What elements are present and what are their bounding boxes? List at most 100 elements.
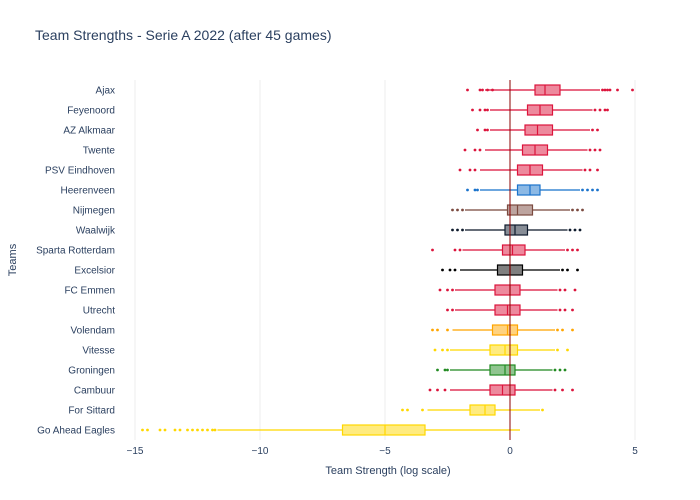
outlier-point xyxy=(561,268,564,272)
outlier-point xyxy=(441,348,444,352)
chart-title: Team Strengths - Serie A 2022 (after 45 … xyxy=(35,27,332,43)
y-tick-label: Heerenveen xyxy=(61,186,115,197)
outlier-point xyxy=(448,268,452,272)
outlier-point xyxy=(173,428,177,432)
outlier-point xyxy=(451,228,454,232)
outlier-point xyxy=(446,368,449,372)
outlier-point xyxy=(458,248,462,252)
outlier-point xyxy=(601,88,604,92)
outlier-point xyxy=(206,428,209,432)
box xyxy=(504,224,529,236)
y-tick-label: For Sittard xyxy=(68,406,115,417)
outlier-point xyxy=(473,148,477,152)
outlier-point xyxy=(576,208,579,212)
outlier-point xyxy=(558,288,562,292)
y-tick-label: Nijmegen xyxy=(73,206,115,217)
outlier-point xyxy=(608,88,612,92)
y-tick-label: Groningen xyxy=(68,366,115,377)
outlier-point xyxy=(598,108,602,112)
outlier-point xyxy=(566,268,569,272)
outlier-point xyxy=(558,308,562,312)
outlier-point xyxy=(593,108,597,112)
y-tick-label: Go Ahead Eagles xyxy=(37,426,115,437)
outlier-point xyxy=(563,308,567,312)
outlier-point xyxy=(563,368,567,372)
outlier-point xyxy=(571,248,574,252)
outlier-point xyxy=(596,128,599,132)
outlier-point xyxy=(578,228,582,232)
outlier-point xyxy=(441,268,444,272)
outlier-point xyxy=(576,248,579,252)
outlier-point xyxy=(568,228,572,232)
outlier-point xyxy=(558,368,562,372)
outlier-point xyxy=(213,428,217,432)
y-tick-label: Excelsior xyxy=(74,266,115,277)
outlier-point xyxy=(436,388,439,392)
outlier-point xyxy=(456,208,459,212)
x-tick-label: 5 xyxy=(632,446,638,457)
outlier-point xyxy=(553,388,557,392)
y-tick-label: Sparta Rotterdam xyxy=(36,246,115,257)
x-tick-label: −5 xyxy=(379,446,391,457)
outlier-point xyxy=(603,108,607,112)
outlier-point xyxy=(466,88,469,92)
outlier-point xyxy=(446,348,449,352)
y-tick-label: Volendam xyxy=(71,326,115,337)
outlier-point xyxy=(606,88,609,92)
box xyxy=(534,84,561,96)
outlier-point xyxy=(566,248,569,252)
outlier-point xyxy=(446,288,449,292)
outlier-point xyxy=(451,288,454,292)
x-tick-label: −15 xyxy=(127,446,144,457)
outlier-point xyxy=(201,428,204,432)
outlier-point xyxy=(591,128,594,132)
y-tick-label: Cambuur xyxy=(74,386,116,397)
outlier-point xyxy=(591,188,594,192)
box xyxy=(501,244,526,256)
y-tick-label: Twente xyxy=(83,146,116,157)
outlier-point xyxy=(571,308,574,312)
y-tick-label: Vitesse xyxy=(82,346,115,357)
outlier-point xyxy=(431,328,434,332)
outlier-point xyxy=(158,428,162,432)
outlier-point xyxy=(478,88,482,92)
outlier-point xyxy=(483,128,487,132)
outlier-point xyxy=(486,88,489,92)
outlier-point xyxy=(598,148,602,152)
outlier-point xyxy=(211,428,214,432)
outlier-point xyxy=(431,248,434,252)
outlier-point xyxy=(443,388,447,392)
y-tick-label: Feyenoord xyxy=(67,106,115,117)
outlier-point xyxy=(561,388,564,392)
outlier-point xyxy=(433,348,437,352)
outlier-point xyxy=(573,228,577,232)
outlier-point xyxy=(478,108,482,112)
outlier-point xyxy=(586,188,589,192)
outlier-point xyxy=(593,148,597,152)
outlier-point xyxy=(486,128,489,132)
outlier-point xyxy=(141,428,144,432)
outlier-point xyxy=(478,148,482,152)
outlier-point xyxy=(196,428,199,432)
y-tick-label: FC Emmen xyxy=(64,286,115,297)
box xyxy=(341,424,426,436)
outlier-point xyxy=(556,348,559,352)
plot-area: −15 −10 −5 0 5 Ajax Feyenoord AZ Alkmaar Twente P… xyxy=(36,80,638,457)
x-tick-label: 0 xyxy=(507,446,513,457)
outlier-point xyxy=(146,428,149,432)
outlier-point xyxy=(476,128,479,132)
outlier-point xyxy=(588,168,592,172)
y-tick-label: AZ Alkmaar xyxy=(63,126,115,137)
outlier-point xyxy=(438,288,442,292)
outlier-point xyxy=(566,348,569,352)
outlier-point xyxy=(486,108,489,112)
y-tick-label: Utrecht xyxy=(83,306,115,317)
outlier-point xyxy=(463,148,467,152)
outlier-point xyxy=(468,168,472,172)
outlier-point xyxy=(451,208,454,212)
outlier-point xyxy=(583,168,587,172)
outlier-point xyxy=(421,408,424,412)
x-axis-label: Team Strength (log scale) xyxy=(325,465,450,477)
box xyxy=(489,344,519,356)
